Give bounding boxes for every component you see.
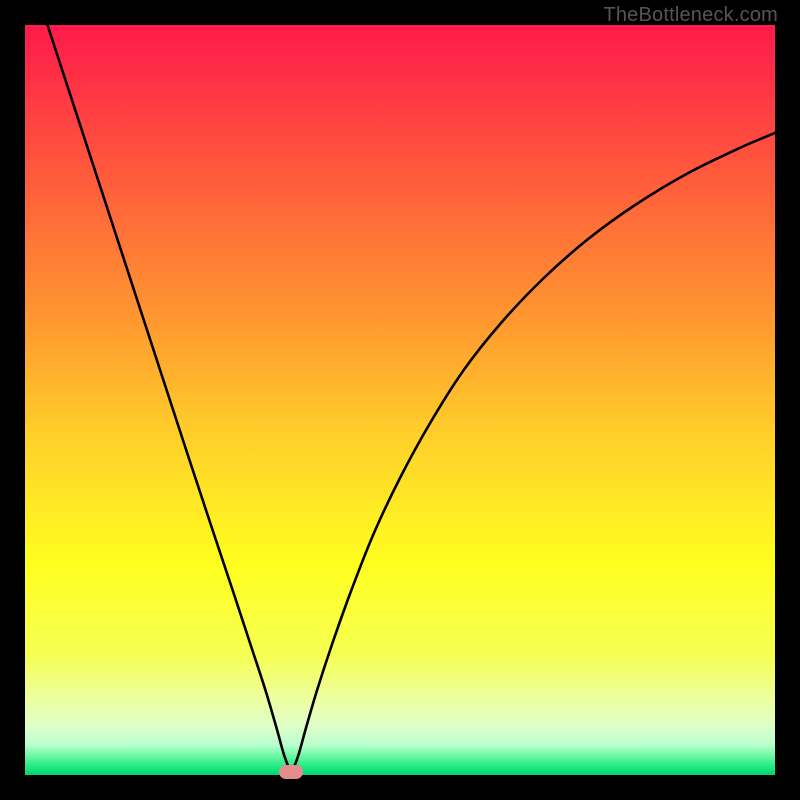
- optimal-point-marker: [279, 765, 303, 779]
- watermark-text: TheBottleneck.com: [603, 4, 778, 27]
- chart-area: [25, 25, 775, 775]
- bottleneck-curve: [25, 25, 775, 775]
